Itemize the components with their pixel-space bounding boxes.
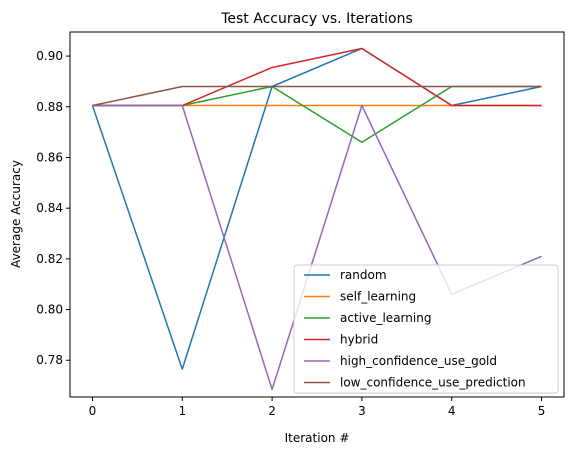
- legend-label: high_confidence_use_gold: [340, 354, 497, 368]
- y-tick-label: 0.80: [36, 303, 63, 317]
- x-axis-label: Iteration #: [285, 431, 350, 445]
- legend: random self_learning active_learninghybrid…: [293, 264, 559, 394]
- y-axis: 0.78 0.80 0.82 0.84 0.86 0.88 0.90: [36, 49, 70, 367]
- y-tick-label: 0.90: [36, 49, 63, 63]
- y-tick-label: 0.84: [36, 201, 63, 215]
- y-tick-label: 0.86: [36, 150, 63, 164]
- series-line-random: [91, 47, 542, 370]
- x-tick-label: 5: [538, 404, 546, 418]
- y-axis-label: Average Accuracy: [9, 160, 23, 268]
- x-tick-label: 2: [268, 404, 276, 418]
- y-tick-label: 0.82: [36, 252, 63, 266]
- series-line-low_confidence_use_prediction: [92, 85, 542, 107]
- x-tick-label: 4: [448, 404, 456, 418]
- plot-lines: [91, 47, 542, 391]
- legend-frame: [293, 264, 559, 394]
- plot-frame: [69, 31, 565, 398]
- x-tick-label: 1: [178, 404, 186, 418]
- legend-label: self_learning: [340, 290, 416, 304]
- y-tick-label: 0.88: [36, 100, 63, 114]
- x-tick-label: 3: [358, 404, 366, 418]
- legend-label: active_learning: [340, 311, 431, 325]
- chart-title: Test Accuracy vs. Iterations: [220, 11, 413, 27]
- legend-label: random: [340, 268, 387, 282]
- legend-label: low_confidence_use_prediction: [340, 376, 526, 390]
- x-tick-label: 0: [89, 404, 97, 418]
- series-line-active_learning: [92, 85, 542, 144]
- series-line-hybrid: [92, 47, 542, 107]
- legend-label: hybrid: [340, 333, 378, 347]
- y-tick-label: 0.78: [36, 353, 63, 367]
- x-axis: 0 1 2 3 4 5: [89, 397, 546, 418]
